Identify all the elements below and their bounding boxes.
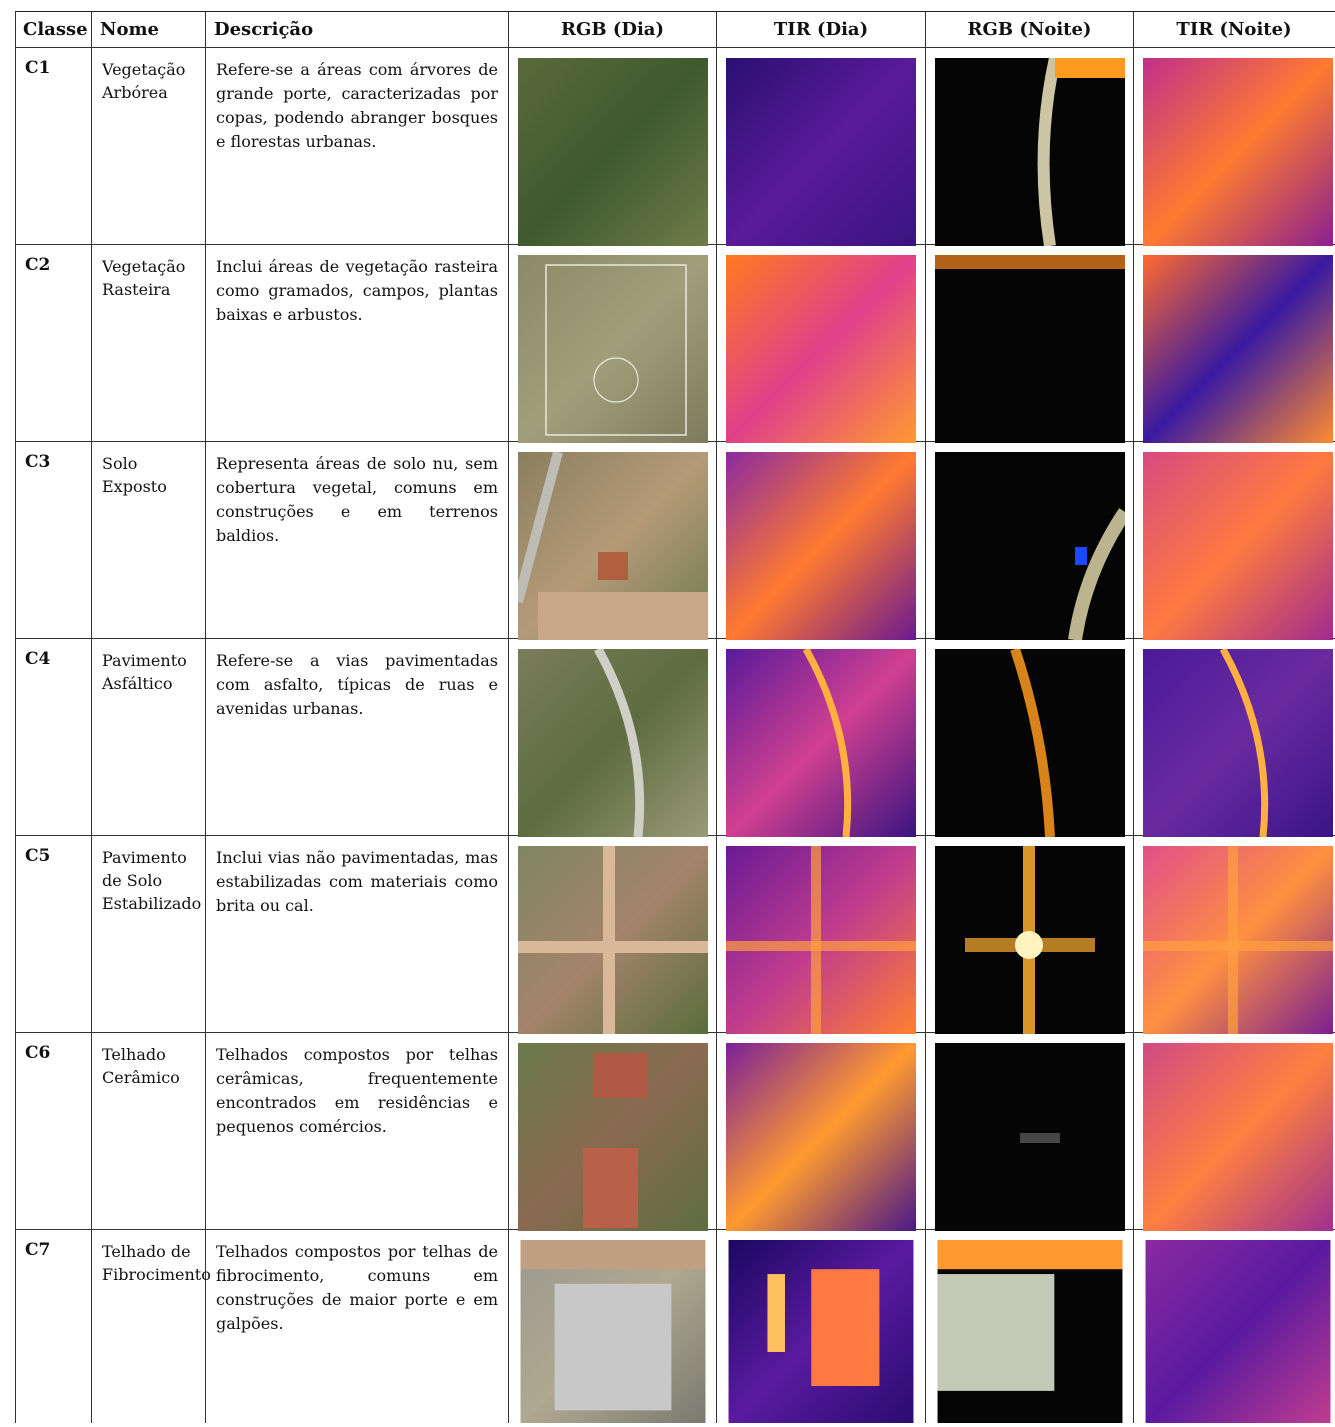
rgb-night-image — [935, 846, 1125, 1034]
table-row: C5 Pavimento de Solo Estabilizado Inclui v… — [15, 836, 1335, 1034]
tir-day-image — [726, 846, 916, 1034]
rgb-night-image — [935, 1240, 1125, 1423]
class-name: Pavimento Asfáltico — [102, 651, 187, 693]
tir-night-image — [1143, 452, 1333, 640]
rgb-day-image — [518, 58, 708, 246]
header-nome: Nome — [100, 18, 159, 40]
tir-day-image — [726, 1240, 916, 1423]
table-row: C3 Solo Exposto Representa áreas de solo n… — [15, 442, 1335, 640]
rgb-day-image — [518, 452, 708, 640]
tir-day-image — [726, 649, 916, 837]
class-code: C6 — [25, 1043, 51, 1063]
rgb-day-image — [518, 846, 708, 1034]
class-table: Classe Nome Descrição RGB (Dia) TIR (Dia… — [15, 11, 1335, 1423]
class-description: Representa áreas de solo nu, sem cobertu… — [216, 454, 498, 545]
class-code: C3 — [25, 452, 51, 472]
header-rgb-noite: RGB (Noite) — [967, 18, 1092, 40]
tir-night-image — [1143, 58, 1333, 246]
rgb-day-image — [518, 1043, 708, 1231]
tir-day-image — [726, 452, 916, 640]
header-classe: Classe — [23, 18, 88, 40]
rgb-night-image — [935, 58, 1125, 246]
header-rgb-dia: RGB (Dia) — [561, 18, 664, 40]
class-name: Pavimento de Solo Estabilizado — [102, 848, 202, 913]
class-name: Vegetação Arbórea — [102, 60, 186, 102]
class-code: C2 — [25, 255, 51, 275]
header-tir-noite: TIR (Noite) — [1176, 18, 1292, 40]
tir-night-image — [1143, 1240, 1333, 1423]
tir-day-image — [726, 58, 916, 246]
tir-night-image — [1143, 649, 1333, 837]
rgb-day-image — [518, 649, 708, 837]
class-description: Refere-se a áreas com árvores de grande … — [216, 60, 498, 151]
class-name: Solo Exposto — [102, 454, 167, 496]
rgb-night-image — [935, 1043, 1125, 1231]
rgb-day-image — [518, 1240, 708, 1423]
tir-night-image — [1143, 846, 1333, 1034]
class-description: Inclui áreas de vegetação rasteira como … — [216, 257, 498, 324]
tir-day-image — [726, 255, 916, 443]
class-description: Telhados compostos por telhas de fibroci… — [216, 1242, 498, 1333]
table-row: C7 Telhado de Fibrocimento Telhados compos… — [15, 1230, 1335, 1427]
table-row: C6 Telhado Cerâmico Telhados compostos por… — [15, 1033, 1335, 1231]
class-code: C4 — [25, 649, 51, 669]
rgb-night-image — [935, 452, 1125, 640]
class-name: Vegetação Rasteira — [102, 257, 186, 299]
class-description: Inclui vias não pavimentadas, mas estabi… — [216, 848, 498, 915]
tir-night-image — [1143, 1043, 1333, 1231]
table-row: C2 Vegetação Rasteira Inclui áreas de vege… — [15, 245, 1335, 443]
header-descricao: Descrição — [214, 18, 314, 40]
tir-day-image — [726, 1043, 916, 1231]
rgb-night-image — [935, 649, 1125, 837]
tir-night-image — [1143, 255, 1333, 443]
rgb-day-image — [518, 255, 708, 443]
header-tir-dia: TIR (Dia) — [773, 18, 869, 40]
class-description: Refere-se a vias pavimentadas com asfalt… — [216, 651, 498, 718]
class-code: C7 — [25, 1240, 51, 1260]
class-code: C1 — [25, 58, 51, 78]
table-row: C1 Vegetação Arbórea Refere-se a áreas com… — [15, 48, 1335, 246]
table-row: C4 Pavimento Asfáltico Refere-se a vias pa… — [15, 639, 1335, 837]
class-name: Telhado de Fibrocimento — [102, 1242, 211, 1284]
class-name: Telhado Cerâmico — [102, 1045, 180, 1087]
rgb-night-image — [935, 255, 1125, 443]
class-description: Telhados compostos por telhas cerâmicas,… — [216, 1045, 498, 1136]
class-code: C5 — [25, 846, 51, 866]
